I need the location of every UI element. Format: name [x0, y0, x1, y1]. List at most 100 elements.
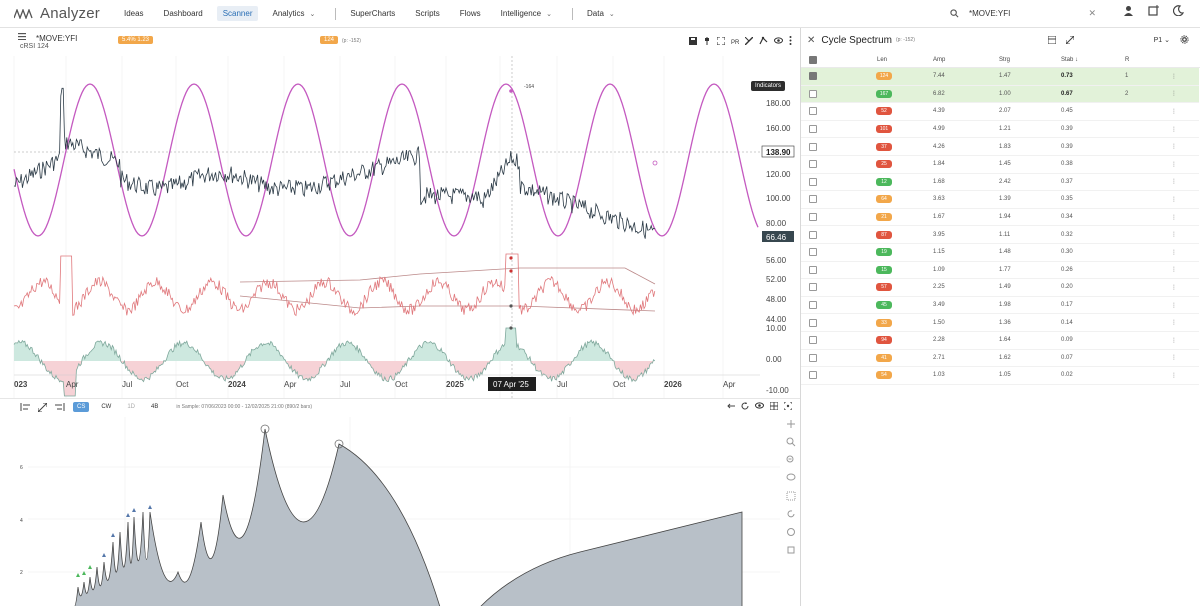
- nav-flows[interactable]: Flows: [459, 9, 481, 18]
- nav-scripts[interactable]: Scripts: [415, 9, 440, 18]
- row-checkbox[interactable]: [809, 283, 817, 292]
- lasso-icon[interactable]: [786, 473, 796, 483]
- more-vertical-icon[interactable]: ⋮: [1171, 302, 1177, 309]
- focus-icon[interactable]: [784, 402, 792, 410]
- tab-1d[interactable]: 1D: [127, 404, 136, 410]
- cycle-length-pill[interactable]: 37: [876, 142, 892, 151]
- col-r[interactable]: R: [1125, 56, 1130, 63]
- cycle-length-pill[interactable]: 124: [876, 72, 892, 81]
- row-checkbox[interactable]: [809, 318, 817, 327]
- dark-mode-icon[interactable]: [1173, 5, 1184, 16]
- gear-icon[interactable]: [1180, 35, 1189, 44]
- cycle-length-pill[interactable]: 12: [876, 177, 892, 186]
- table-row[interactable]: 15 1.09 1.77 0.26 ⋮: [801, 262, 1199, 280]
- cycle-length-pill[interactable]: 101: [876, 125, 892, 134]
- more-vertical-icon[interactable]: ⋮: [1171, 126, 1177, 133]
- symbol-search[interactable]: *MOVE:YFI ✕: [950, 4, 1100, 22]
- align-right-icon[interactable]: [55, 403, 65, 411]
- more-vertical-icon[interactable]: ⋮: [1171, 214, 1177, 221]
- search-input[interactable]: *MOVE:YFI: [969, 8, 1011, 18]
- cycle-length-pill[interactable]: 21: [876, 213, 892, 222]
- cycle-length-pill[interactable]: 57: [876, 283, 892, 292]
- settings-icon[interactable]: [786, 545, 796, 555]
- table-row[interactable]: 25 1.84 1.45 0.38 ⋮: [801, 156, 1199, 174]
- table-row[interactable]: 52 4.39 2.07 0.45 ⋮: [801, 103, 1199, 121]
- row-checkbox[interactable]: [809, 353, 817, 362]
- zoom-out-icon[interactable]: [786, 455, 796, 465]
- add-chart-icon[interactable]: [1148, 5, 1159, 16]
- box-select-icon[interactable]: [786, 491, 796, 501]
- more-vertical-icon[interactable]: ⋮: [1171, 337, 1177, 344]
- spectrum-chart[interactable]: 6 4 2: [0, 417, 800, 606]
- eye-icon[interactable]: [755, 402, 764, 409]
- table-icon[interactable]: [770, 402, 778, 410]
- more-vertical-icon[interactable]: ⋮: [1171, 320, 1177, 327]
- nav-dashboard[interactable]: Dashboard: [163, 9, 203, 18]
- table-row[interactable]: 64 3.63 1.39 0.35 ⋮: [801, 191, 1199, 209]
- row-checkbox[interactable]: [809, 265, 817, 274]
- row-checkbox[interactable]: [809, 125, 817, 134]
- cycle-length-pill[interactable]: 19: [876, 248, 892, 257]
- more-vertical-icon[interactable]: ⋮: [1171, 196, 1177, 203]
- user-icon[interactable]: [1123, 5, 1134, 16]
- cycle-length-pill[interactable]: 33: [876, 318, 892, 327]
- table-row[interactable]: 12 1.68 2.42 0.37 ⋮: [801, 174, 1199, 192]
- cycle-length-pill[interactable]: 45: [876, 301, 892, 310]
- row-checkbox[interactable]: [809, 177, 817, 186]
- nav-supercharts[interactable]: SuperCharts: [350, 9, 396, 18]
- nav-scanner[interactable]: Scanner: [216, 6, 259, 21]
- cycle-length-pill[interactable]: 52: [876, 107, 892, 116]
- more-vertical-icon[interactable]: ⋮: [1171, 249, 1177, 256]
- page-selector[interactable]: P1 ⌄: [1154, 36, 1170, 44]
- tab-cw[interactable]: CW: [101, 404, 112, 410]
- compare-icon[interactable]: PR: [731, 37, 739, 45]
- more-vertical-icon[interactable]: ⋮: [1171, 284, 1177, 291]
- row-checkbox[interactable]: [809, 195, 817, 204]
- table-row[interactable]: 33 1.50 1.36 0.14 ⋮: [801, 314, 1199, 332]
- reset-icon[interactable]: [786, 509, 796, 519]
- menu-icon[interactable]: [18, 33, 26, 40]
- eye-icon[interactable]: [774, 37, 783, 44]
- nav-analytics[interactable]: Analytics ⌄: [272, 9, 315, 18]
- table-row[interactable]: 21 1.67 1.94 0.34 ⋮: [801, 209, 1199, 227]
- cycle-length-pill[interactable]: 15: [876, 265, 892, 274]
- col-stab[interactable]: Stab ↓: [1061, 56, 1079, 63]
- table-row[interactable]: 167 6.82 1.00 0.67 2 ⋮: [801, 85, 1199, 104]
- nav-intelligence[interactable]: Intelligence ⌄: [501, 9, 552, 18]
- cycle-length-pill[interactable]: 64: [876, 195, 892, 204]
- row-checkbox[interactable]: [809, 213, 817, 222]
- price-chart[interactable]: -164 180.00 160.00 120.00 100.00 80.00 1…: [0, 56, 800, 398]
- nav-data[interactable]: Data ⌄: [587, 9, 615, 18]
- table-icon[interactable]: [1047, 35, 1056, 44]
- more-vertical-icon[interactable]: ⋮: [1171, 91, 1177, 98]
- table-row[interactable]: 19 1.15 1.48 0.30 ⋮: [801, 244, 1199, 262]
- col-len[interactable]: Len: [877, 56, 888, 63]
- more-vertical-icon[interactable]: ⋮: [1171, 372, 1177, 379]
- more-vertical-icon[interactable]: [789, 36, 792, 45]
- cycle-length-pill[interactable]: 167: [876, 89, 892, 98]
- draw-tool-icon[interactable]: [745, 36, 753, 45]
- table-row[interactable]: 57 2.25 1.49 0.20 ⋮: [801, 279, 1199, 297]
- col-amp[interactable]: Amp: [933, 56, 946, 63]
- tab-cs[interactable]: CS: [73, 402, 90, 412]
- more-vertical-icon[interactable]: ⋮: [1171, 108, 1177, 115]
- cycle-length-pill[interactable]: 87: [876, 230, 892, 239]
- indicators-icon[interactable]: [759, 36, 768, 45]
- row-checkbox[interactable]: [809, 248, 817, 257]
- row-checkbox[interactable]: [809, 72, 817, 81]
- refresh-icon[interactable]: [741, 402, 749, 410]
- more-vertical-icon[interactable]: ⋮: [1171, 73, 1177, 80]
- nav-ideas[interactable]: Ideas: [123, 9, 144, 18]
- chart-symbol[interactable]: *MOVE:YFI: [36, 34, 78, 43]
- cycle-length-pill[interactable]: 54: [876, 371, 892, 380]
- select-all-checkbox[interactable]: [809, 55, 817, 64]
- col-strg[interactable]: Strg: [999, 56, 1011, 63]
- arrow-back-icon[interactable]: [727, 402, 735, 410]
- app-logo[interactable]: Analyzer: [14, 5, 100, 22]
- more-vertical-icon[interactable]: ⋮: [1171, 232, 1177, 239]
- table-row[interactable]: 101 4.99 1.21 0.39 ⋮: [801, 121, 1199, 139]
- save-icon[interactable]: [689, 36, 697, 45]
- home-icon[interactable]: [786, 527, 796, 537]
- row-checkbox[interactable]: [809, 301, 817, 310]
- table-row[interactable]: 45 3.49 1.98 0.17 ⋮: [801, 297, 1199, 315]
